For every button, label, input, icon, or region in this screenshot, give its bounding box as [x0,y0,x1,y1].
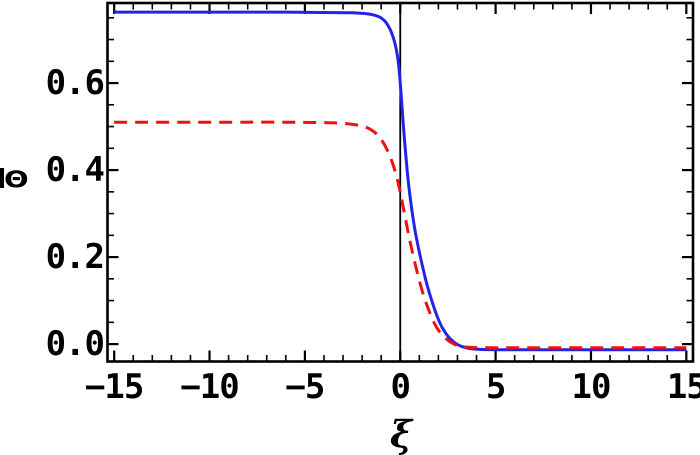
y-tick-label: 0.0 [45,324,105,365]
clipped-glyph-fragment [0,168,4,188]
curve-dashed-red-profile [114,120,687,350]
x-tick-label: 15 [666,367,700,407]
plot-frame [106,1,695,363]
x-tick-label: 10 [571,367,611,407]
curve-solid-blue-profile [114,10,687,352]
x-tick-label: −5 [285,367,325,407]
x-tick-label: −10 [180,367,239,407]
x-axis-label: ξ [390,412,412,455]
y-tick-label: 0.2 [45,237,105,278]
y-tick-label: 0.6 [45,63,105,104]
x-tick-label: 0 [390,367,412,407]
y-axis-label: Θ [4,165,29,193]
x-tick-label: 5 [485,367,507,407]
x-tick-label: −15 [84,367,144,407]
y-tick-label: 0.4 [45,150,105,191]
